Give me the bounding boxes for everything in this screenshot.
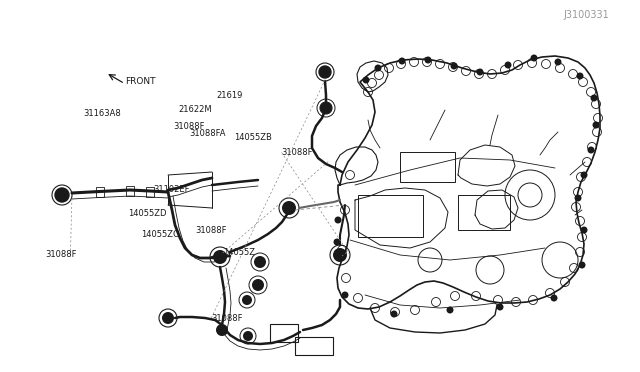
Bar: [126, 186, 134, 196]
Circle shape: [342, 292, 349, 298]
Circle shape: [580, 171, 588, 179]
Circle shape: [591, 94, 598, 102]
Circle shape: [254, 256, 266, 268]
Text: 14055Z: 14055Z: [223, 248, 255, 257]
Text: 31102EF: 31102EF: [154, 185, 190, 194]
Bar: [270, 324, 298, 342]
Circle shape: [399, 58, 406, 64]
Text: 14055ZC: 14055ZC: [141, 230, 179, 239]
Circle shape: [593, 122, 600, 128]
Text: 31088F: 31088F: [195, 226, 227, 235]
Text: FRONT: FRONT: [125, 77, 156, 86]
Text: 31163A8: 31163A8: [83, 109, 121, 118]
Circle shape: [55, 188, 69, 202]
Circle shape: [282, 201, 296, 215]
Circle shape: [242, 295, 252, 305]
Circle shape: [577, 73, 584, 80]
Circle shape: [447, 307, 454, 314]
Text: 21622M: 21622M: [178, 105, 212, 114]
Bar: [146, 187, 154, 197]
Circle shape: [588, 147, 595, 154]
Circle shape: [497, 304, 504, 311]
Text: 31088F: 31088F: [173, 122, 204, 131]
Circle shape: [335, 217, 342, 224]
Circle shape: [333, 238, 340, 246]
Circle shape: [213, 250, 227, 264]
Text: 14055ZB: 14055ZB: [234, 133, 271, 142]
Text: 31088F: 31088F: [282, 148, 313, 157]
Bar: [96, 187, 104, 197]
Circle shape: [580, 227, 588, 234]
Circle shape: [451, 62, 458, 70]
Circle shape: [216, 324, 228, 336]
Circle shape: [320, 102, 332, 114]
Text: J3100331: J3100331: [563, 10, 609, 20]
Text: 31088F: 31088F: [211, 314, 243, 323]
Circle shape: [243, 331, 253, 341]
Bar: [458, 195, 510, 230]
Bar: [400, 152, 455, 182]
Circle shape: [424, 57, 431, 64]
Circle shape: [531, 55, 538, 61]
Text: 21619: 21619: [216, 92, 243, 100]
Circle shape: [333, 248, 347, 262]
Circle shape: [252, 279, 264, 291]
Circle shape: [554, 58, 561, 65]
Circle shape: [477, 68, 483, 76]
Bar: [295, 337, 333, 355]
Text: 14055ZD: 14055ZD: [128, 209, 166, 218]
Circle shape: [162, 312, 174, 324]
Circle shape: [362, 77, 369, 83]
Circle shape: [579, 262, 586, 269]
Circle shape: [504, 61, 511, 68]
Circle shape: [550, 295, 557, 301]
Circle shape: [319, 66, 331, 78]
Circle shape: [575, 195, 582, 202]
Circle shape: [390, 311, 397, 317]
Text: 31088F: 31088F: [45, 250, 76, 259]
Text: 31088FA: 31088FA: [189, 129, 225, 138]
Circle shape: [374, 64, 381, 71]
Bar: [358, 195, 423, 237]
